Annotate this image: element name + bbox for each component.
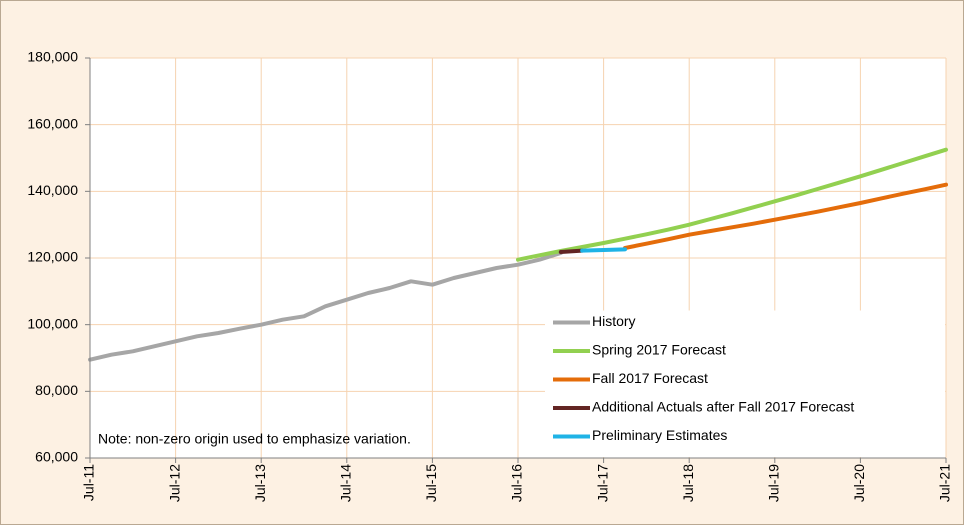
- series-line: [623, 182, 948, 250]
- legend-label: Preliminary Estimates: [592, 427, 727, 443]
- series-line: [558, 248, 585, 254]
- y-tick-label: 120,000: [27, 249, 78, 265]
- x-tick-label: Jul-18: [680, 464, 696, 502]
- legend-label: Spring 2017 Forecast: [592, 342, 726, 358]
- x-tick-label: Jul-20: [851, 464, 867, 502]
- y-tick-label: 160,000: [27, 115, 78, 131]
- legend-label: Fall 2017 Forecast: [592, 370, 708, 386]
- lines: [88, 147, 948, 362]
- axes: 60,000 80,000 100,000 120,000 140,000 160,000…: [27, 49, 952, 502]
- x-tick-label: Jul-16: [509, 464, 525, 502]
- x-tick-label: Jul-12: [166, 464, 182, 502]
- y-tick-label: 80,000: [35, 382, 78, 398]
- legend-label: Additional Actuals after Fall 2017 Forec…: [592, 399, 854, 415]
- x-tick-label: Jul-11: [81, 464, 97, 501]
- y-tick-label: 60,000: [35, 449, 78, 465]
- x-tick-label: Jul-21: [937, 464, 953, 502]
- series-line: [88, 251, 563, 362]
- series-line: [516, 147, 948, 262]
- legend-box: [545, 310, 945, 457]
- x-tick-label: Jul-13: [252, 464, 268, 502]
- legend: History Spring 2017 Forecast Fall 2017 For…: [545, 310, 945, 457]
- legend-label: History: [592, 313, 636, 329]
- x-tick-label: Jul-19: [766, 464, 782, 502]
- note: Note: non-zero origin used to emphasize …: [98, 431, 411, 447]
- y-tick-label: 100,000: [27, 315, 78, 331]
- x-tick-label: Jul-17: [594, 464, 610, 502]
- series-line: [580, 247, 627, 253]
- x-tick-label: Jul-14: [338, 464, 354, 502]
- y-tick-label: 140,000: [27, 182, 78, 198]
- x-tick-label: Jul-15: [423, 464, 439, 502]
- y-tick-label: 180,000: [27, 49, 78, 65]
